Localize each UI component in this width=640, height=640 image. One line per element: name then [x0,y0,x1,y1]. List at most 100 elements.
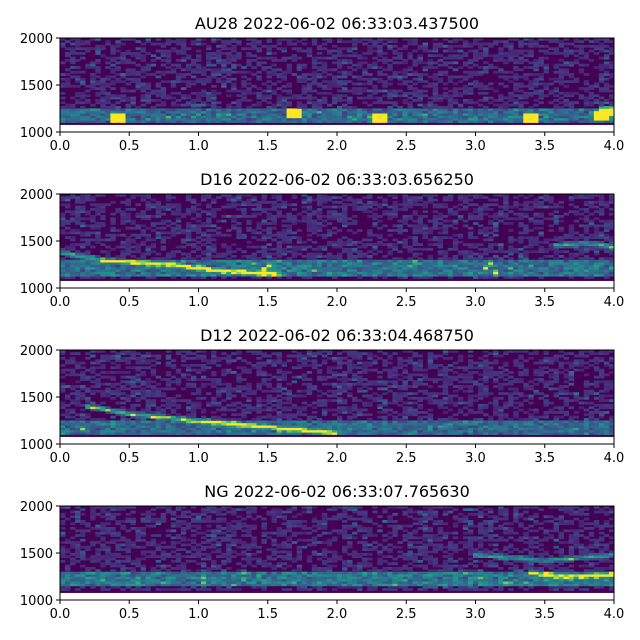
heatmap-cell [301,245,308,249]
heatmap-cell [95,269,101,272]
heatmap-cell [196,247,202,251]
heatmap-cell [382,273,388,277]
heatmap-cell [175,49,182,53]
heatmap-cell [145,115,151,119]
heatmap-cell [231,250,237,254]
heatmap-cell [246,273,252,277]
heatmap-cell [337,110,343,114]
heatmap-cell [60,252,66,256]
heatmap-cell [95,37,101,41]
heatmap-cell [609,106,615,109]
heatmap-cell [246,52,252,55]
heatmap-cell [442,266,449,270]
heatmap-cell [221,80,227,83]
heatmap-cell [422,210,428,214]
heatmap-cell [457,273,464,277]
heatmap-cell [342,108,348,112]
heatmap-cell [598,193,605,197]
heatmap-cell [185,96,192,100]
heatmap-cell [140,229,146,232]
heatmap-cell [457,103,464,107]
heatmap-cell [90,389,96,393]
heatmap-cell [130,68,136,72]
heatmap-cell [593,245,600,249]
heatmap-cell [211,70,217,74]
heatmap-cell [392,266,398,270]
heatmap-cell [417,110,423,114]
heatmap-cell [135,257,141,261]
heatmap-cell [246,266,252,270]
heatmap-cell [301,37,308,41]
heatmap-cell [483,110,489,114]
heatmap-cell [332,68,338,72]
heatmap-cell [518,82,524,86]
heatmap-cell [60,257,66,261]
heatmap-cell [201,231,207,235]
heatmap-cell [246,255,252,258]
heatmap-cell [367,49,373,53]
heatmap-cell [558,115,564,119]
heatmap-cell [352,247,358,251]
heatmap-cell [226,117,232,121]
heatmap-cell [326,110,333,114]
heatmap-cell [377,113,383,116]
heatmap-cell [548,224,554,228]
heatmap-cell [190,59,197,62]
heatmap-cell [528,82,534,86]
heatmap-cell [65,425,71,428]
heatmap-cell [493,233,499,237]
heatmap-cell [251,40,257,43]
heatmap-cell [65,236,71,239]
heatmap-cell [256,212,262,216]
heatmap-cell [422,266,428,270]
heatmap-cell [407,101,413,105]
heatmap-cell [417,73,423,76]
heatmap-cell [206,68,212,72]
heatmap-cell [291,215,298,218]
heatmap-cell [578,224,585,228]
heatmap-cell [523,250,529,254]
heatmap-cell [442,236,449,239]
heatmap-cell [457,56,464,60]
heatmap-cell [155,103,162,107]
heatmap-cell [150,73,157,76]
heatmap-cell [397,47,403,51]
heatmap-cell [548,82,554,86]
heatmap-cell [321,120,328,123]
heatmap-cell [185,273,192,277]
heatmap-cell [528,91,534,95]
heatmap-cell [402,108,408,112]
heatmap-cell [231,113,237,116]
heatmap-cell [130,250,136,254]
heatmap-cell [538,266,544,270]
heatmap-cell [221,63,227,67]
heatmap-cell [271,113,277,116]
heatmap-cell [190,115,197,119]
heatmap-cell [70,120,76,123]
heatmap-cell [457,203,464,207]
heatmap-cell [246,269,252,272]
heatmap-cell [518,266,524,270]
heatmap-cell [447,49,454,53]
heatmap-cell [332,56,338,60]
heatmap-cell [196,115,202,119]
heatmap-cell [80,262,86,265]
heatmap-cell [95,257,101,261]
heatmap-cell [488,262,494,265]
heatmap-cell [538,91,544,95]
heatmap-cell [573,264,580,268]
heatmap-cell [261,113,267,116]
heatmap-cell [488,273,494,277]
heatmap-cell [498,243,504,246]
heatmap-cell [457,106,464,109]
heatmap-cell [170,233,177,237]
heatmap-cell [342,193,348,197]
heatmap-cell [573,245,580,249]
heatmap-cell [518,117,524,121]
heatmap-cell [382,52,388,55]
heatmap-cell [251,255,257,258]
heatmap-cell [201,113,207,116]
heatmap-cell [583,276,590,279]
heatmap-cell [135,226,141,230]
heatmap-cell [261,236,267,239]
